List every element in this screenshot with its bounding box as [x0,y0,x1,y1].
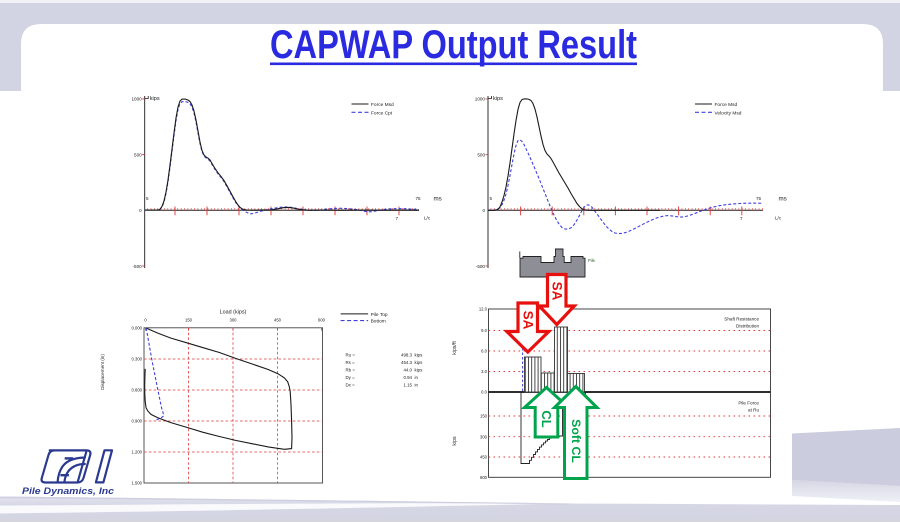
svg-text:454.3: 454.3 [401,360,413,365]
svg-text:ms: ms [434,196,442,203]
svg-text:Ru =: Ru = [346,353,356,358]
svg-text:1.200: 1.200 [132,449,143,454]
svg-text:Force Msd: Force Msd [371,102,394,108]
svg-text:5: 5 [146,196,149,201]
svg-text:SA: SA [549,282,564,301]
svg-text:0.94: 0.94 [403,375,412,380]
svg-text:kips: kips [150,96,160,102]
svg-text:in: in [415,375,419,380]
svg-text:450: 450 [480,455,488,460]
svg-text:-500: -500 [476,264,486,269]
svg-text:7: 7 [396,216,399,221]
svg-text:Force Cpt: Force Cpt [371,110,393,116]
svg-text:0: 0 [482,208,485,213]
svg-text:0.000: 0.000 [132,325,143,330]
svg-text:-500: -500 [132,264,142,269]
svg-text:450: 450 [274,318,282,323]
svg-text:Soft CL: Soft CL [569,419,583,463]
svg-text:1000: 1000 [131,97,142,102]
svg-text:12.0: 12.0 [479,307,488,312]
svg-text:Pile Force: Pile Force [738,401,759,406]
svg-text:0.0: 0.0 [481,390,487,395]
svg-text:498.3: 498.3 [401,353,413,358]
svg-text:Pile Dynamics, Inc: Pile Dynamics, Inc [22,486,115,497]
svg-text:Shaft Resistance: Shaft Resistance [724,317,759,322]
svg-text:CAPWAP Output Result: CAPWAP Output Result [270,23,637,67]
svg-text:150: 150 [185,318,193,323]
svg-text:75: 75 [416,196,422,201]
svg-text:0.300: 0.300 [132,356,143,361]
svg-text:SA: SA [520,311,535,330]
svg-text:CL: CL [539,410,554,427]
svg-text:L/c: L/c [775,216,782,221]
svg-text:Distribution: Distribution [736,324,759,329]
svg-text:kips: kips [415,360,424,365]
svg-text:Force Msd: Force Msd [715,102,738,108]
svg-text:kips: kips [493,96,503,102]
svg-text:Rs =: Rs = [346,360,356,365]
svg-text:0.900: 0.900 [132,418,143,423]
svg-text:Dx =: Dx = [346,383,356,388]
svg-text:Dy =: Dy = [346,375,356,380]
svg-text:5: 5 [490,196,493,201]
svg-text:Load (kips): Load (kips) [220,310,247,316]
svg-text:7: 7 [740,216,743,221]
svg-text:500: 500 [134,152,142,157]
svg-text:9.0: 9.0 [481,328,487,333]
svg-text:ms: ms [779,196,787,203]
svg-text:6.0: 6.0 [481,349,487,354]
svg-text:150: 150 [480,414,488,419]
svg-text:0.600: 0.600 [132,387,143,392]
svg-text:Pile Top: Pile Top [371,312,388,318]
svg-text:300: 300 [480,434,488,439]
svg-text:0: 0 [139,208,142,213]
svg-text:Rb =: Rb = [346,368,356,373]
svg-text:Pile: Pile [588,258,596,263]
svg-text:600: 600 [480,475,488,480]
svg-text:1000: 1000 [475,97,486,102]
svg-text:1.500: 1.500 [132,480,143,485]
svg-text:3.0: 3.0 [481,369,487,374]
svg-text:Velocity Msd: Velocity Msd [715,110,742,116]
svg-text:1.15: 1.15 [403,383,412,388]
svg-text:kips: kips [415,353,424,358]
svg-text:0: 0 [144,318,147,323]
svg-text:kips: kips [415,368,424,373]
svg-text:300: 300 [230,318,238,323]
svg-text:kips/ft: kips/ft [452,341,458,355]
svg-text:at Ru: at Ru [748,408,759,413]
svg-text:44.0: 44.0 [403,368,412,373]
svg-text:75: 75 [756,196,762,201]
svg-text:kips: kips [452,436,458,446]
svg-text:600: 600 [318,318,326,323]
svg-text:500: 500 [477,152,485,157]
svg-text:Bottom: Bottom [371,319,386,325]
svg-text:Displacement (in): Displacement (in) [100,354,105,390]
svg-text:L/c: L/c [424,216,431,221]
svg-text:in: in [415,383,419,388]
